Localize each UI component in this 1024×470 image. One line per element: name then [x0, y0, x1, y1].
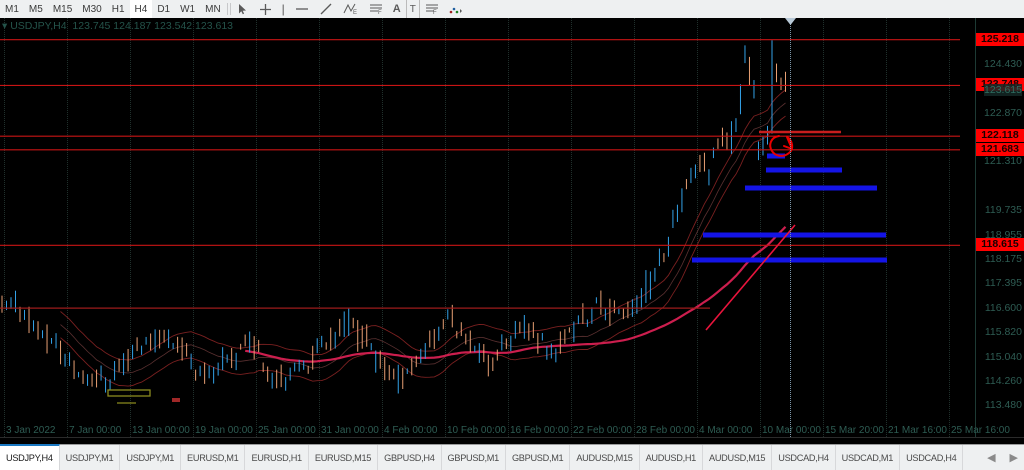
svg-text:F: F: [433, 10, 437, 15]
svg-text:F: F: [378, 10, 382, 15]
svg-text:E: E: [353, 10, 357, 15]
